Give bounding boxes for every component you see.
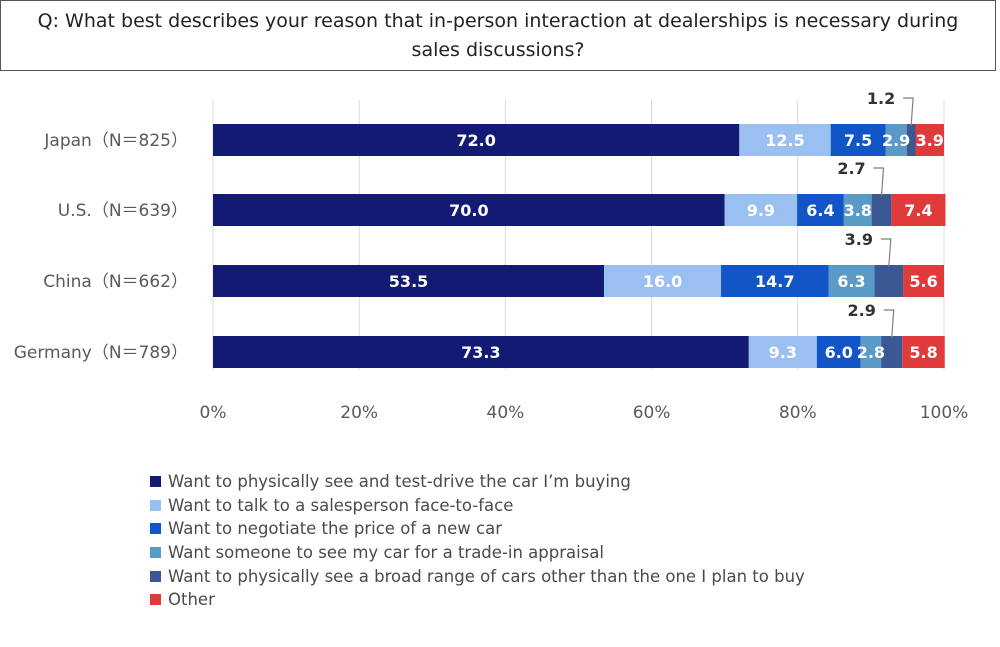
legend-swatch — [150, 570, 161, 582]
legend-swatch — [150, 547, 161, 559]
bar-data-label: 9.9 — [747, 201, 775, 220]
callout-leader-line — [903, 97, 914, 127]
callout-data-label: 2.7 — [837, 159, 865, 178]
bar-data-label: 6.4 — [806, 201, 834, 220]
category-label: U.S.（N＝639） — [58, 201, 188, 221]
bar-segment — [828, 265, 875, 297]
legend-item: Other — [150, 588, 805, 612]
legend-swatch — [150, 523, 161, 535]
bar-segment — [881, 336, 903, 368]
bar-data-label: 5.6 — [909, 272, 937, 291]
bar-data-label: 3.9 — [916, 131, 944, 150]
legend-label: Want someone to see my car for a trade-i… — [168, 543, 605, 563]
category-label: Germany（N＝789） — [14, 343, 188, 363]
bar-data-label: 2.9 — [882, 131, 910, 150]
bar-segment — [213, 194, 725, 226]
bar-data-label: 16.0 — [643, 272, 682, 291]
bar-segment — [874, 265, 904, 297]
bar-segment — [604, 265, 722, 297]
bar-segment — [748, 336, 817, 368]
legend-label: Other — [168, 590, 215, 610]
callout-leader-line — [880, 238, 892, 268]
stacked-bar-chart: 72.0 12.5 7.5 2.9 1.2 3.9 70.0 9.9 6.4 3.8 2.7 7.4 5… — [14, 89, 969, 423]
bar-data-label: 5.8 — [909, 343, 937, 362]
callout-leader-line — [883, 309, 895, 339]
bar-data-label: 2.8 — [857, 343, 885, 362]
bar-data-label: 6.0 — [825, 343, 853, 362]
bar-data-label: 7.5 — [844, 131, 872, 150]
legend-item: Want to physically see and test-drive th… — [150, 470, 805, 494]
bars — [213, 124, 946, 368]
bar-segment — [885, 124, 907, 156]
legend-swatch — [150, 499, 161, 511]
bar-segment — [843, 194, 872, 226]
bar-segment — [724, 194, 798, 226]
bar-segment — [830, 124, 886, 156]
category-label: Japan（N＝825） — [43, 131, 188, 151]
legend-item: Want to physically see a broad range of … — [150, 564, 805, 588]
bar-data-label: 7.4 — [904, 201, 932, 220]
legend-swatch — [150, 476, 161, 488]
legend-label: Want to negotiate the price of a new car — [168, 519, 503, 539]
legend: Want to physically see and test-drive th… — [150, 470, 805, 612]
chart-title-box: Q: What best describes your reason that … — [0, 0, 996, 71]
bar-segment — [213, 124, 740, 156]
bar-data-label: 9.3 — [769, 343, 797, 362]
bar-data-label: 72.0 — [456, 131, 495, 150]
legend-label: Want to physically see and test-drive th… — [168, 472, 631, 492]
bar-segment — [906, 124, 916, 156]
callout-data-label: 2.9 — [848, 301, 876, 320]
callout-data-label: 3.9 — [845, 230, 873, 249]
chart-title: Q: What best describes your reason that … — [37, 9, 959, 61]
bar-data-label: 6.3 — [837, 272, 865, 291]
callout-data-label: 1.2 — [867, 89, 895, 108]
bar-data-label: 70.0 — [449, 201, 488, 220]
x-tick-label: 20% — [340, 403, 378, 423]
bar-segment — [797, 194, 844, 226]
bar-segment — [816, 336, 861, 368]
category-labels: Japan（N＝825） U.S.（N＝639） China（N＝662） Germa… — [14, 131, 188, 363]
x-tick-label: 60% — [633, 403, 671, 423]
legend-item: Want to talk to a salesperson face-to-fa… — [150, 494, 805, 518]
x-tick-label: 0% — [200, 403, 227, 423]
bar-data-label: 73.3 — [461, 343, 500, 362]
x-tick-label: 40% — [487, 403, 525, 423]
x-tick-labels: 0% 20% 40% 60% 80% 100% — [200, 403, 969, 423]
category-label: China（N＝662） — [43, 272, 188, 292]
bar-data-label: 12.5 — [765, 131, 804, 150]
data-labels: 72.0 12.5 7.5 2.9 1.2 3.9 70.0 9.9 6.4 3.8 2.7 7.4 5… — [389, 89, 944, 362]
bar-segment — [721, 265, 829, 297]
bar-data-label: 14.7 — [755, 272, 794, 291]
bar-segment — [213, 265, 605, 297]
legend-item: Want someone to see my car for a trade-i… — [150, 541, 805, 565]
bar-data-label: 53.5 — [389, 272, 428, 291]
bar-data-label: 3.8 — [844, 201, 872, 220]
x-tick-label: 100% — [920, 403, 969, 423]
bar-segment — [915, 124, 944, 156]
bar-segment — [891, 194, 946, 226]
callout-leader-line — [873, 167, 885, 197]
legend-label: Want to physically see a broad range of … — [168, 566, 805, 586]
bar-segment — [739, 124, 831, 156]
bar-segment — [213, 336, 749, 368]
bar-segment — [871, 194, 892, 226]
bar-segment — [903, 265, 944, 297]
bar-segment — [902, 336, 945, 368]
legend-item: Want to negotiate the price of a new car — [150, 517, 805, 541]
x-tick-label: 80% — [779, 403, 817, 423]
legend-label: Want to talk to a salesperson face-to-fa… — [168, 495, 514, 515]
bar-segment — [860, 336, 882, 368]
legend-swatch — [150, 594, 161, 606]
